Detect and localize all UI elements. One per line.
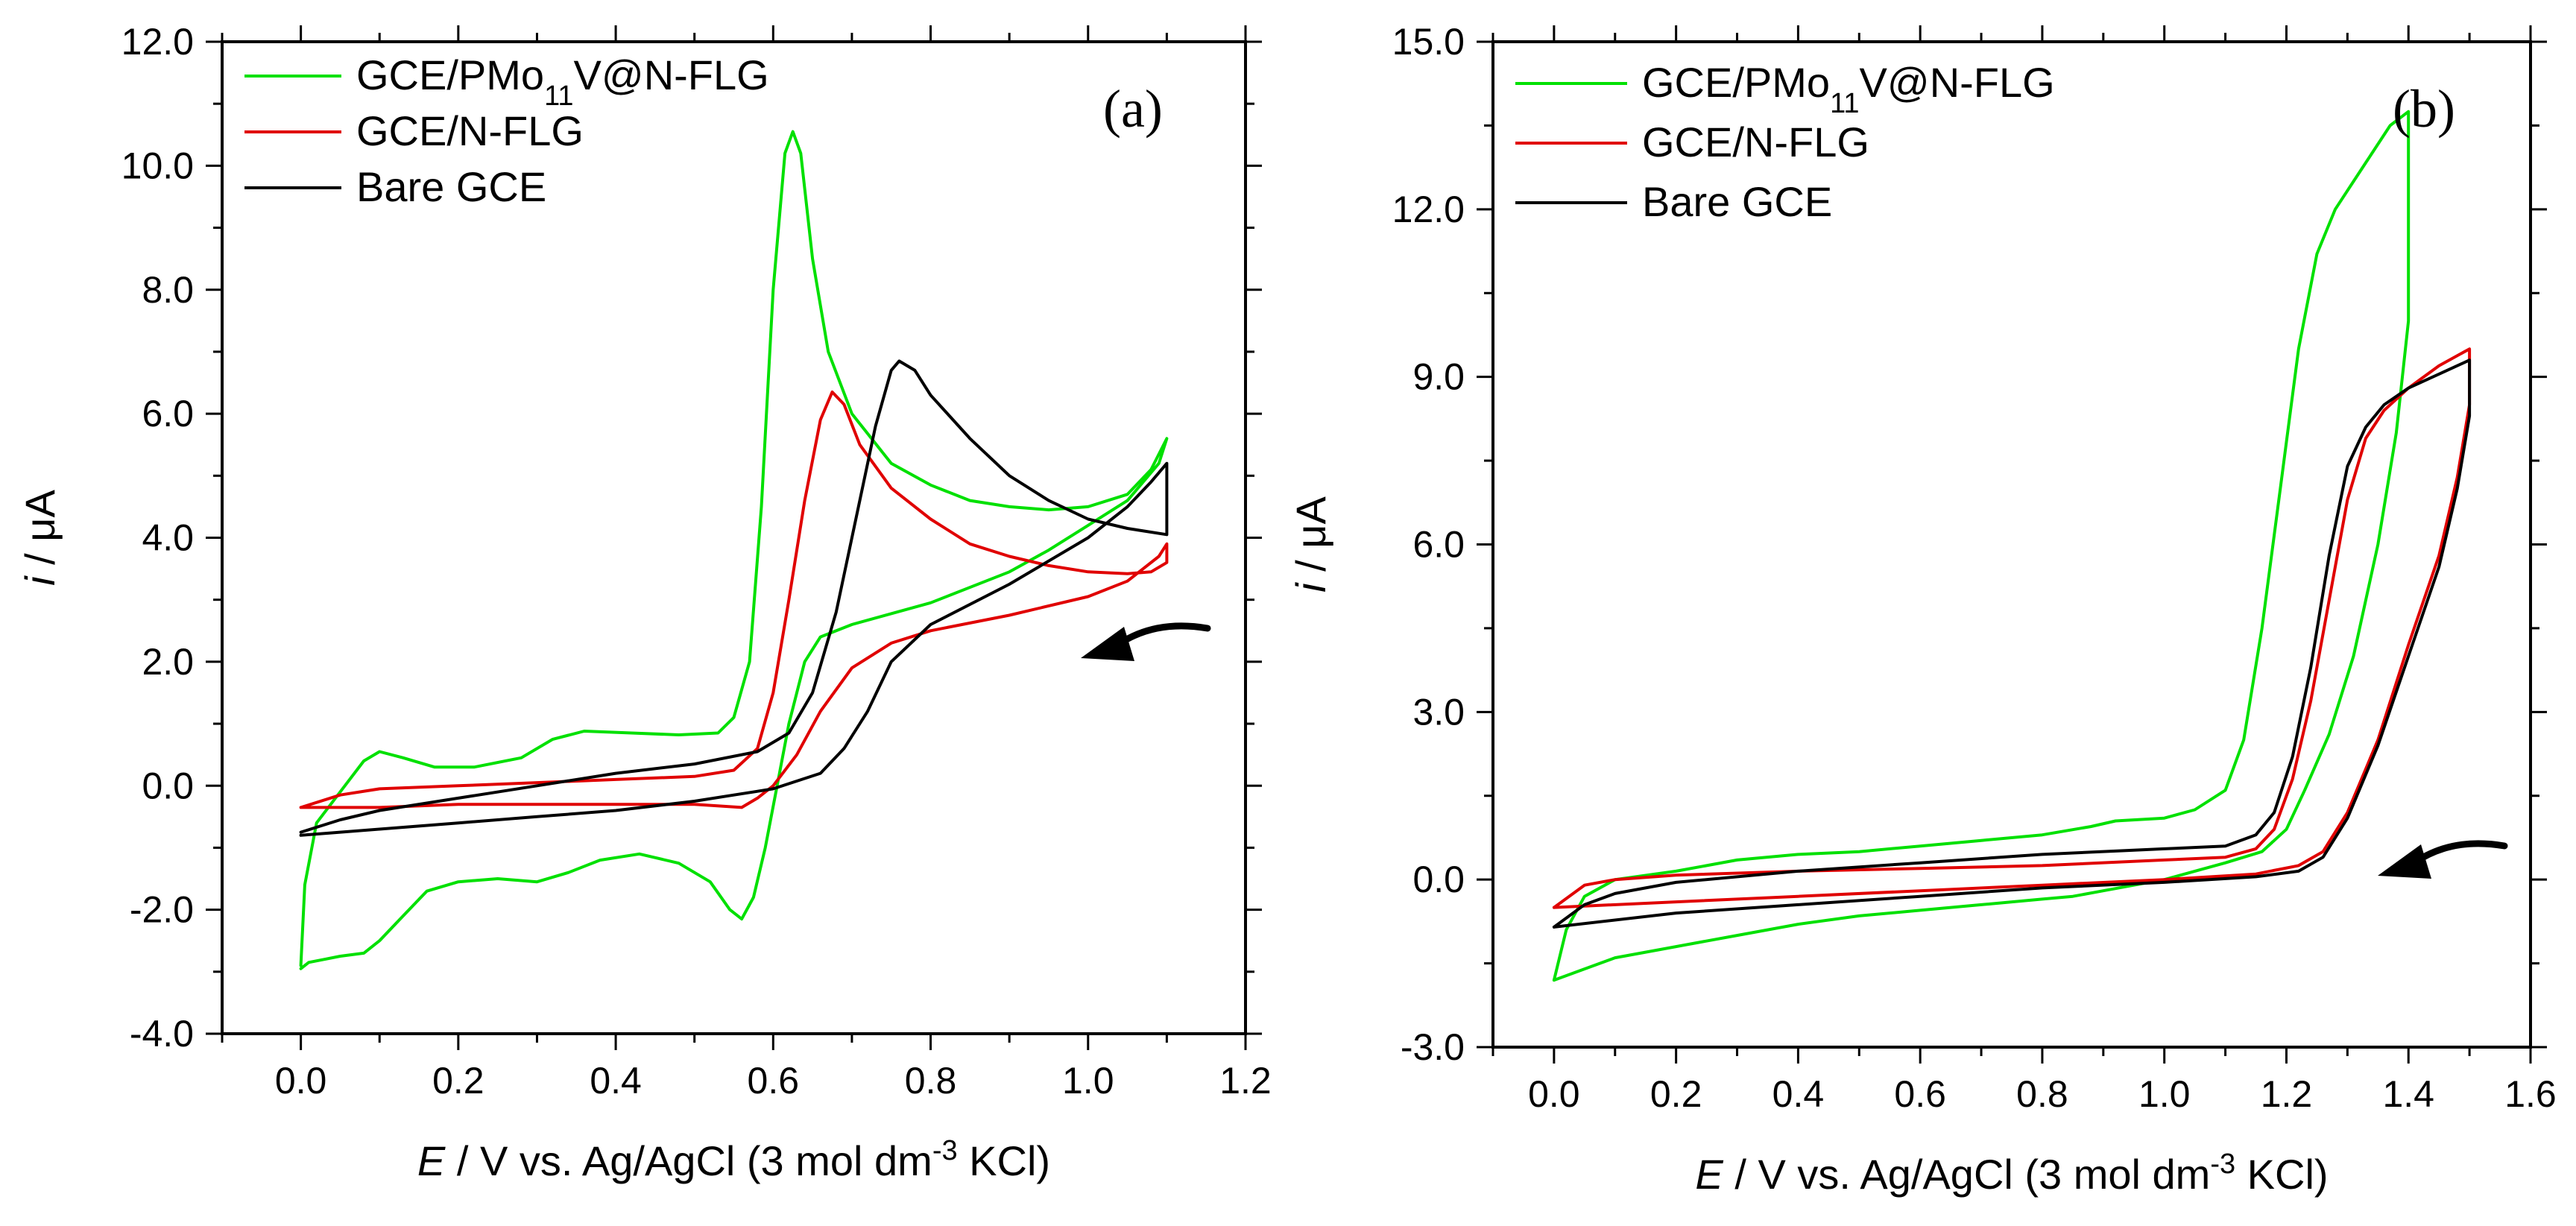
series-line-0	[299, 130, 1169, 970]
x-tick-label: 1.6	[2504, 1073, 2557, 1115]
series-line-1	[299, 391, 1169, 809]
legend-label: GCE/N-FLG	[356, 107, 584, 154]
legend-label: GCE/PMo11V@N-FLG	[356, 51, 769, 112]
x-tick-label: 1.4	[2382, 1073, 2434, 1115]
series-line-2	[1552, 358, 2472, 929]
y-tick-label: 6.0	[142, 393, 194, 435]
panel-label: (b)	[2393, 79, 2455, 139]
x-tick-label: 1.0	[2138, 1073, 2191, 1115]
y-tick-label: 0.0	[1412, 859, 1465, 900]
x-axis-label: E / V vs. Ag/AgCl (3 mol dm-3 KCl)	[417, 1135, 1050, 1184]
y-tick-label: -4.0	[130, 1013, 194, 1055]
series-line-1	[1552, 347, 2472, 909]
arrow-head-icon	[1081, 627, 1134, 661]
x-tick-label: 0.0	[275, 1060, 327, 1102]
x-tick-label: 0.4	[590, 1060, 642, 1102]
x-tick-label: 0.2	[432, 1060, 484, 1102]
scan-direction-arrow	[2411, 840, 2508, 866]
legend-label: GCE/PMo11V@N-FLG	[1642, 59, 2055, 119]
y-axis-label: i / μA	[16, 489, 63, 585]
x-tick-label: 0.6	[748, 1060, 800, 1102]
y-tick-label: 8.0	[142, 269, 194, 311]
y-tick-label: 4.0	[142, 517, 194, 559]
panel-label: (a)	[1103, 79, 1163, 139]
legend-label: GCE/N-FLG	[1642, 119, 1869, 165]
x-tick-label: 1.2	[1219, 1060, 1272, 1102]
series-line-2	[299, 359, 1169, 837]
y-axis-label: i / μA	[1287, 496, 1334, 592]
y-tick-label: 12.0	[1392, 189, 1465, 230]
x-tick-label: 0.8	[905, 1060, 957, 1102]
x-tick-label: 0.8	[2016, 1073, 2068, 1115]
y-tick-label: -3.0	[1401, 1026, 1465, 1068]
y-tick-label: 10.0	[121, 145, 194, 186]
y-tick-label: 12.0	[121, 21, 194, 63]
y-tick-label: 6.0	[1412, 524, 1465, 566]
y-tick-label: 15.0	[1392, 21, 1465, 63]
x-tick-label: 1.2	[2261, 1073, 2313, 1115]
legend-label: Bare GCE	[1642, 178, 1832, 225]
y-tick-label: 2.0	[142, 641, 194, 683]
x-tick-label: 1.0	[1062, 1060, 1114, 1102]
y-tick-label: 3.0	[1412, 691, 1465, 733]
arrow-head-icon	[2378, 844, 2431, 879]
x-tick-label: 0.6	[1894, 1073, 1946, 1115]
x-axis-label: E / V vs. Ag/AgCl (3 mol dm-3 KCl)	[1695, 1148, 2328, 1198]
series-line-0	[1552, 110, 2411, 982]
y-tick-label: 0.0	[142, 765, 194, 806]
scan-direction-arrow	[1114, 622, 1211, 648]
panel-b: 0.0 0.2 0.4 0.6 0.8 1.0 1.2 1.4 1.6 -3.0 0.0 3.0 6.0…	[1287, 21, 2557, 1198]
x-tick-label: 0.0	[1528, 1073, 1580, 1115]
legend-label: Bare GCE	[356, 163, 546, 210]
y-tick-label: 9.0	[1412, 356, 1465, 398]
x-tick-label: 0.4	[1772, 1073, 1825, 1115]
panel-a: 0.0 0.2 0.4 0.6 0.8 1.0 1.2 -4.0 -2.0 0.0 2.0 4.0 6.…	[16, 21, 1272, 1184]
y-tick-label: -2.0	[130, 889, 194, 931]
x-tick-label: 0.2	[1650, 1073, 1702, 1115]
